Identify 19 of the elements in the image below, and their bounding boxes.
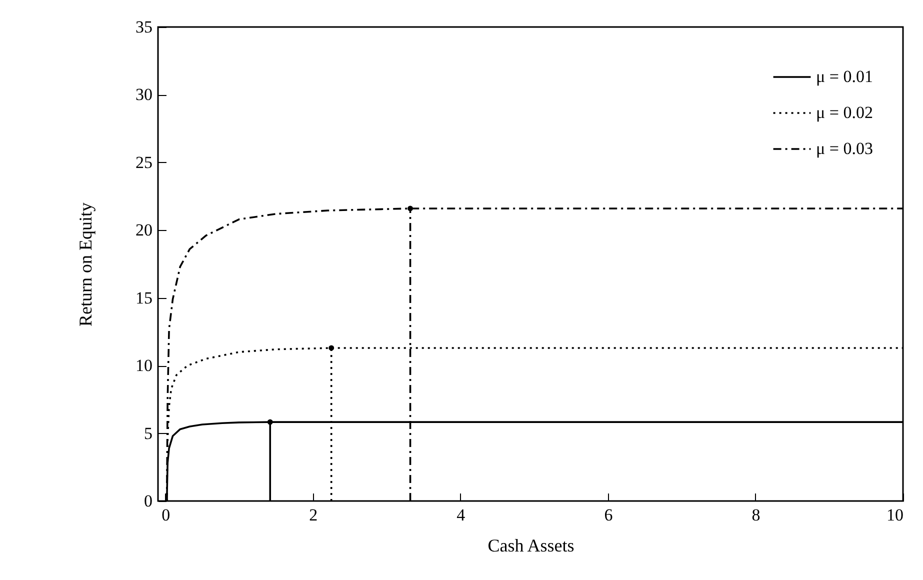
y-tick-label: 5 <box>144 424 152 443</box>
y-tick-label: 15 <box>136 288 152 308</box>
y-tick-label: 20 <box>136 220 152 240</box>
x-tick-label: 10 <box>886 506 904 524</box>
x-tick-label: 6 <box>604 506 613 524</box>
x-tick-label: 4 <box>456 506 466 524</box>
y-tick-label: 35 <box>136 18 152 36</box>
x-tick-label: 8 <box>752 506 760 524</box>
x-tick-label: 2 <box>309 506 318 524</box>
legend-label: μ = 0.02 <box>816 103 873 122</box>
x-axis-title: Cash Assets <box>488 536 574 556</box>
y-axis-title: Return on Equity <box>76 202 96 326</box>
legend-label: μ = 0.01 <box>816 67 873 86</box>
x-tick-label: 0 <box>162 506 170 524</box>
y-tick-label: 10 <box>136 356 152 376</box>
legend-label: μ = 0.03 <box>816 139 873 158</box>
y-tick-label: 25 <box>136 152 152 172</box>
y-tick-label: 30 <box>136 85 152 104</box>
y-tick-label: 0 <box>144 492 152 510</box>
